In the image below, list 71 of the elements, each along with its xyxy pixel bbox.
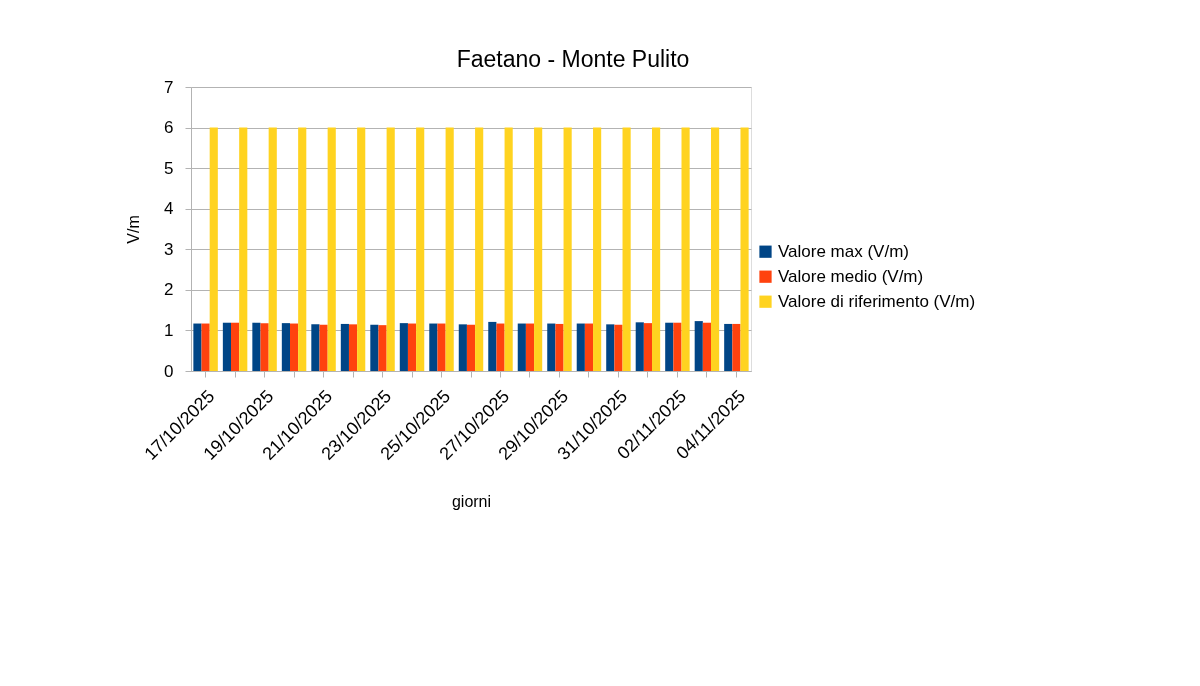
- y-tick-label: 2: [164, 280, 174, 300]
- bar: [407, 323, 417, 371]
- bar: [348, 324, 358, 371]
- y-tick-label: 6: [164, 118, 174, 138]
- bar: [547, 323, 556, 371]
- y-tick-label: 7: [164, 77, 174, 97]
- bar: [437, 323, 446, 371]
- bar: [534, 127, 543, 371]
- legend-label: Valore medio (V/m): [778, 266, 924, 286]
- bar: [555, 323, 564, 371]
- bar: [643, 323, 653, 371]
- bar: [357, 127, 366, 371]
- x-axis-title: giorni: [451, 492, 492, 510]
- bar: [209, 127, 218, 371]
- bar: [311, 324, 320, 371]
- bar: [635, 322, 644, 371]
- bar: [327, 127, 336, 371]
- bar: [517, 323, 526, 371]
- bar: [298, 127, 307, 371]
- bar: [681, 127, 690, 371]
- bar: [399, 323, 408, 371]
- bar: [740, 127, 749, 371]
- bar: [496, 323, 505, 371]
- bar: [732, 323, 741, 371]
- bar: [584, 323, 594, 371]
- bar: [281, 323, 290, 371]
- y-tick-label: 4: [164, 199, 174, 219]
- bar: [458, 324, 467, 371]
- bar: [340, 323, 349, 371]
- bar: [416, 127, 425, 371]
- bar: [673, 322, 682, 371]
- bar: [252, 322, 261, 371]
- bar: [386, 127, 395, 371]
- bar: [525, 323, 535, 371]
- bar: [614, 324, 623, 371]
- bar: [606, 324, 615, 371]
- bar: [702, 322, 711, 371]
- bar: [445, 127, 454, 371]
- y-tick-label: 1: [164, 320, 174, 340]
- bar: [622, 127, 631, 371]
- bar: [724, 323, 733, 371]
- bar: [260, 323, 269, 371]
- bar: [193, 323, 202, 371]
- bar: [593, 127, 602, 371]
- bar: [488, 321, 497, 371]
- y-tick-label: 0: [164, 361, 174, 381]
- bar: [289, 323, 299, 371]
- bar: [378, 325, 387, 371]
- bar: [665, 322, 674, 371]
- bar: [201, 323, 210, 371]
- bar: [239, 127, 248, 371]
- legend-label: Valore max (V/m): [778, 241, 909, 261]
- legend-label: Valore di riferimento (V/m): [778, 291, 976, 311]
- bar: [576, 323, 585, 371]
- bar: [652, 127, 661, 371]
- bar: [475, 127, 484, 371]
- bar: [222, 322, 232, 371]
- bar: [319, 324, 328, 371]
- bar: [504, 127, 513, 371]
- bar: [231, 322, 240, 371]
- y-axis-title: V/m: [125, 215, 143, 244]
- bar: [710, 127, 720, 371]
- bar: [370, 324, 379, 371]
- y-tick-label: 3: [164, 239, 174, 259]
- bar: [268, 127, 277, 371]
- bar: [466, 324, 476, 371]
- bar: [694, 321, 703, 371]
- y-tick-label: 5: [164, 158, 174, 178]
- bar: [429, 323, 438, 371]
- bar: [563, 127, 572, 371]
- chart-title: Faetano - Monte Pulito: [456, 46, 690, 72]
